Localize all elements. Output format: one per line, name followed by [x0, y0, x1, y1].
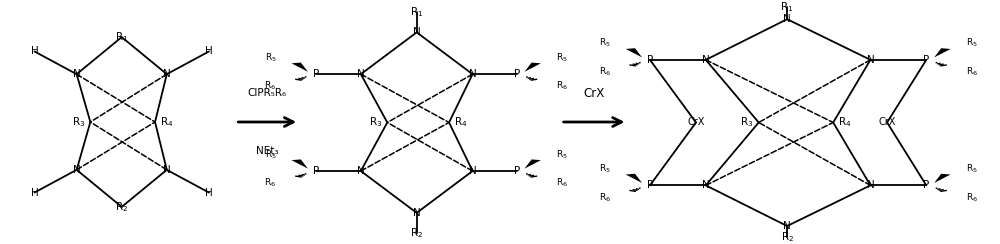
Text: R$_2$: R$_2$	[410, 226, 423, 240]
Text: NEt₃: NEt₃	[256, 146, 278, 156]
Polygon shape	[524, 159, 541, 169]
Text: N: N	[73, 69, 81, 79]
Text: N: N	[702, 180, 710, 190]
Text: H: H	[205, 46, 213, 56]
Text: N: N	[413, 27, 421, 37]
Polygon shape	[934, 174, 951, 183]
Polygon shape	[291, 159, 308, 169]
Text: R$_6$: R$_6$	[556, 80, 568, 92]
Text: R$_6$: R$_6$	[599, 66, 611, 78]
Text: R$_5$: R$_5$	[966, 37, 977, 49]
Text: P: P	[647, 180, 653, 190]
Text: CrX: CrX	[687, 117, 705, 127]
Text: R$_6$: R$_6$	[966, 191, 978, 203]
Text: N: N	[469, 69, 476, 79]
Text: R$_5$: R$_5$	[556, 148, 568, 161]
Text: R$_5$: R$_5$	[966, 162, 977, 175]
Text: P: P	[313, 166, 319, 176]
Text: N: N	[783, 221, 791, 231]
Text: R$_4$: R$_4$	[454, 116, 467, 129]
Text: N: N	[783, 14, 791, 24]
Text: R$_6$: R$_6$	[599, 191, 611, 203]
Text: R$_5$: R$_5$	[599, 37, 611, 49]
Text: N: N	[163, 69, 171, 79]
Text: P: P	[313, 69, 319, 79]
Text: R$_5$: R$_5$	[265, 148, 277, 161]
Text: R$_2$: R$_2$	[781, 230, 794, 244]
Text: N: N	[867, 55, 874, 65]
Text: R$_2$: R$_2$	[115, 200, 128, 214]
Text: P: P	[647, 55, 653, 65]
Text: P: P	[514, 166, 520, 176]
Polygon shape	[934, 48, 951, 57]
Text: H: H	[31, 188, 38, 198]
Text: N: N	[413, 208, 421, 218]
Text: R$_4$: R$_4$	[160, 115, 173, 129]
Text: R$_6$: R$_6$	[264, 80, 277, 92]
Text: R$_1$: R$_1$	[115, 30, 128, 44]
Text: P: P	[923, 180, 929, 190]
Text: N: N	[702, 55, 710, 65]
Text: P: P	[514, 69, 520, 79]
Text: N: N	[357, 166, 365, 176]
Polygon shape	[626, 48, 642, 57]
Text: R$_3$: R$_3$	[72, 115, 85, 129]
Text: N: N	[867, 180, 874, 190]
Text: R$_6$: R$_6$	[264, 177, 277, 189]
Text: R$_1$: R$_1$	[780, 0, 794, 14]
Text: P: P	[923, 55, 929, 65]
Polygon shape	[524, 62, 541, 72]
Text: R$_6$: R$_6$	[966, 66, 978, 78]
Text: R$_4$: R$_4$	[838, 116, 852, 129]
Text: R$_5$: R$_5$	[599, 162, 611, 175]
Text: H: H	[31, 46, 38, 56]
Text: H: H	[205, 188, 213, 198]
Text: N: N	[357, 69, 365, 79]
Text: N: N	[469, 166, 476, 176]
Polygon shape	[626, 174, 642, 183]
Text: ClPR₅R₆: ClPR₅R₆	[248, 88, 287, 98]
Text: R$_1$: R$_1$	[410, 5, 423, 19]
Text: R$_3$: R$_3$	[369, 116, 382, 129]
Text: R$_6$: R$_6$	[556, 177, 568, 189]
Text: R$_5$: R$_5$	[265, 51, 277, 64]
Polygon shape	[291, 62, 308, 72]
Text: CrX: CrX	[878, 117, 896, 127]
Text: R$_3$: R$_3$	[740, 116, 754, 129]
Text: N: N	[73, 165, 81, 175]
Text: N: N	[163, 165, 171, 175]
Text: CrX: CrX	[583, 87, 605, 100]
Text: R$_5$: R$_5$	[556, 51, 568, 64]
